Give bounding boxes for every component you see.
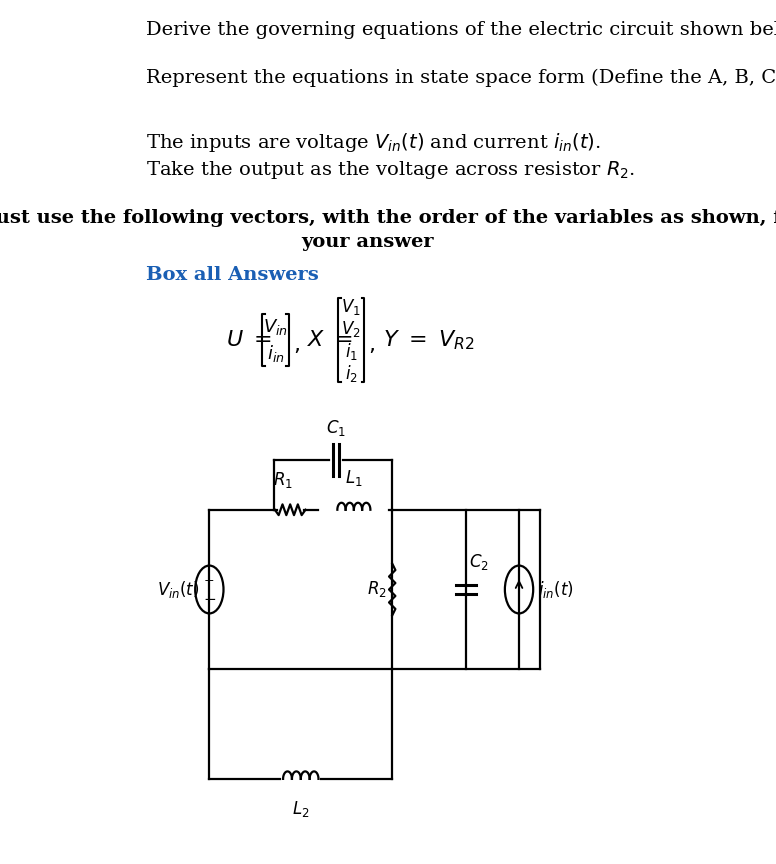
Text: $R_2$: $R_2$	[367, 580, 386, 600]
Text: Take the output as the voltage across resistor $R_2$.: Take the output as the voltage across re…	[146, 159, 636, 181]
Text: $Y\ =\ V_{R2}$: $Y\ =\ V_{R2}$	[383, 328, 475, 353]
Text: $i_{in}$: $i_{in}$	[267, 343, 285, 364]
Text: Derive the governing equations of the electric circuit shown below.: Derive the governing equations of the el…	[146, 22, 776, 40]
Text: $V_{in}(t)$: $V_{in}(t)$	[158, 579, 200, 600]
Text: The inputs are voltage $V_{in}(t)$ and current $i_{in}(t)$.: The inputs are voltage $V_{in}(t)$ and c…	[146, 131, 601, 154]
Text: your answer: your answer	[301, 232, 434, 251]
Text: $V_1$: $V_1$	[341, 297, 361, 317]
Text: $X\ =$: $X\ =$	[307, 329, 352, 352]
Text: $L_1$: $L_1$	[345, 467, 362, 488]
Text: ,: ,	[293, 335, 300, 355]
Text: $V_{in}$: $V_{in}$	[263, 317, 288, 337]
Text: $i_{in}(t)$: $i_{in}(t)$	[538, 579, 573, 600]
Text: $C_2$: $C_2$	[469, 551, 489, 572]
Text: $R_1$: $R_1$	[273, 470, 293, 490]
Text: $i_1$: $i_1$	[345, 340, 358, 362]
Text: $C_1$: $C_1$	[326, 418, 345, 438]
Text: ,: ,	[369, 335, 376, 355]
Text: You must use the following vectors, with the order of the variables as shown, fo: You must use the following vectors, with…	[0, 209, 776, 226]
Text: $i_2$: $i_2$	[345, 363, 358, 384]
Text: $U\ =$: $U\ =$	[226, 329, 272, 352]
Text: +: +	[204, 574, 215, 587]
Text: $L_2$: $L_2$	[292, 799, 310, 819]
Text: Represent the equations in state space form (Define the A, B, C, D  matrices).: Represent the equations in state space f…	[146, 69, 776, 87]
Text: $V_2$: $V_2$	[341, 320, 361, 340]
Text: Box all Answers: Box all Answers	[146, 265, 319, 283]
Text: −: −	[203, 592, 216, 607]
